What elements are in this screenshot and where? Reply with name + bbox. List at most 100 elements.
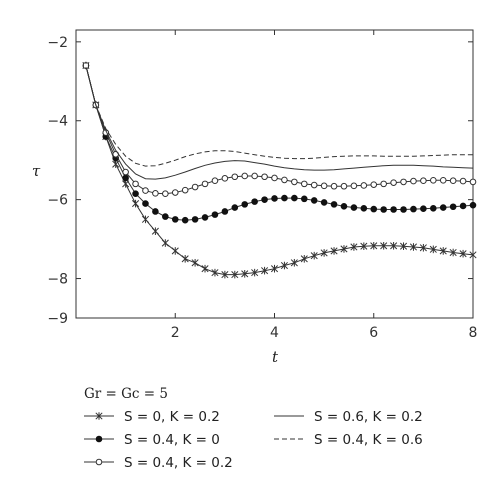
- star-marker: [399, 242, 408, 250]
- star-marker: [95, 412, 103, 420]
- legend-label: S = 0.4, K = 0.6: [314, 432, 423, 448]
- open-circle-marker: [340, 182, 348, 190]
- legend-item: S = 0, K = 0.2: [84, 409, 220, 425]
- open-circle-marker: [330, 182, 338, 190]
- star-marker: [261, 266, 269, 275]
- star-marker: [340, 245, 348, 253]
- series-1: [82, 62, 477, 224]
- legend: S = 0, K = 0.2 S = 0.4, K = 0 S = 0.4, K =…: [84, 409, 423, 471]
- open-circle-marker: [449, 177, 457, 185]
- open-circle-marker: [132, 180, 139, 188]
- star-marker: [201, 264, 209, 273]
- open-circle-marker: [320, 182, 328, 190]
- open-circle-marker: [241, 172, 249, 180]
- filled-circle-marker: [390, 206, 397, 213]
- star-marker: [330, 247, 338, 255]
- star-marker: [241, 270, 249, 278]
- open-circle-marker: [122, 168, 129, 176]
- filled-circle-marker: [410, 205, 417, 213]
- filled-circle-marker: [420, 205, 427, 213]
- star-marker: [360, 242, 368, 250]
- filled-circle-marker: [320, 199, 328, 206]
- open-circle-marker: [261, 173, 268, 181]
- series-line: [85, 65, 474, 221]
- filled-circle-marker: [142, 200, 149, 207]
- star-marker: [270, 264, 279, 273]
- open-circle-marker: [201, 180, 209, 188]
- series-2: [82, 62, 477, 198]
- filled-circle-marker: [201, 214, 209, 221]
- legend-item: S = 0.4, K = 0.2: [84, 455, 233, 471]
- series-4: [85, 65, 473, 167]
- star-marker: [419, 243, 427, 252]
- open-circle-marker: [181, 186, 189, 194]
- filled-circle-marker: [132, 190, 139, 198]
- star-marker: [141, 215, 150, 224]
- open-circle-marker: [350, 182, 358, 190]
- star-marker: [231, 270, 239, 279]
- filled-circle-marker: [162, 213, 169, 220]
- open-circle-marker: [439, 177, 447, 184]
- series-line: [85, 65, 474, 180]
- x-tick-label: 2: [171, 325, 180, 341]
- open-circle-marker: [400, 178, 407, 186]
- filled-circle-marker: [241, 201, 249, 208]
- star-marker: [251, 268, 259, 277]
- open-circle-marker: [370, 181, 378, 188]
- filled-circle-marker: [122, 174, 129, 182]
- star-marker: [221, 270, 229, 279]
- y-tick-label: −6: [47, 193, 68, 209]
- y-tick-label: −8: [47, 272, 68, 288]
- filled-circle-marker: [360, 205, 368, 212]
- y-tick-label: −2: [47, 35, 68, 51]
- star-marker: [151, 227, 159, 236]
- filled-circle-marker: [251, 198, 258, 205]
- axes: 2 4 6 8 −2 −4 −6 −8 −9: [47, 30, 477, 341]
- open-circle-marker: [171, 189, 179, 196]
- legend-item: S = 0.6, K = 0.2: [274, 409, 423, 425]
- star-marker: [131, 199, 140, 208]
- legend-title: Gr = Gc = 5: [84, 386, 168, 402]
- legend-label: S = 0.4, K = 0: [124, 432, 220, 448]
- series-group: [82, 61, 477, 279]
- open-circle-marker: [191, 183, 199, 191]
- open-circle-marker: [271, 174, 278, 182]
- filled-circle-marker: [370, 205, 378, 213]
- filled-circle-marker: [152, 208, 159, 215]
- filled-circle-marker: [231, 204, 239, 211]
- open-circle-marker: [410, 177, 417, 185]
- legend-label: S = 0, K = 0.2: [124, 409, 220, 425]
- star-marker: [211, 268, 219, 277]
- y-tick-label: −9: [47, 311, 68, 327]
- series-0: [82, 61, 477, 279]
- filled-circle-marker: [181, 216, 189, 224]
- filled-circle-marker: [191, 216, 199, 223]
- filled-circle-marker: [449, 203, 457, 211]
- filled-circle-marker: [221, 208, 229, 215]
- filled-circle-marker: [310, 197, 318, 204]
- star-marker: [390, 242, 398, 250]
- open-circle-marker: [380, 180, 387, 188]
- filled-circle-marker: [261, 196, 268, 203]
- x-tick-label: 4: [270, 325, 279, 341]
- filled-circle-marker: [400, 206, 407, 213]
- series-line: [85, 65, 473, 167]
- filled-circle-marker: [459, 202, 467, 210]
- star-marker: [310, 251, 318, 260]
- open-circle-marker: [251, 172, 258, 180]
- open-circle-marker: [281, 176, 288, 184]
- star-marker: [439, 247, 447, 255]
- open-circle-marker: [360, 182, 368, 189]
- open-circle-marker: [211, 177, 219, 185]
- legend-item: S = 0.4, K = 0.6: [274, 432, 423, 448]
- series-line: [85, 65, 474, 276]
- open-circle-marker: [231, 173, 239, 181]
- open-circle-marker: [152, 190, 159, 197]
- filled-circle-marker: [430, 205, 437, 212]
- filled-circle-marker: [439, 204, 447, 211]
- star-marker: [409, 243, 418, 251]
- star-marker: [181, 255, 189, 263]
- open-circle-marker: [390, 179, 397, 186]
- star-marker: [370, 242, 378, 250]
- star-marker: [449, 248, 457, 257]
